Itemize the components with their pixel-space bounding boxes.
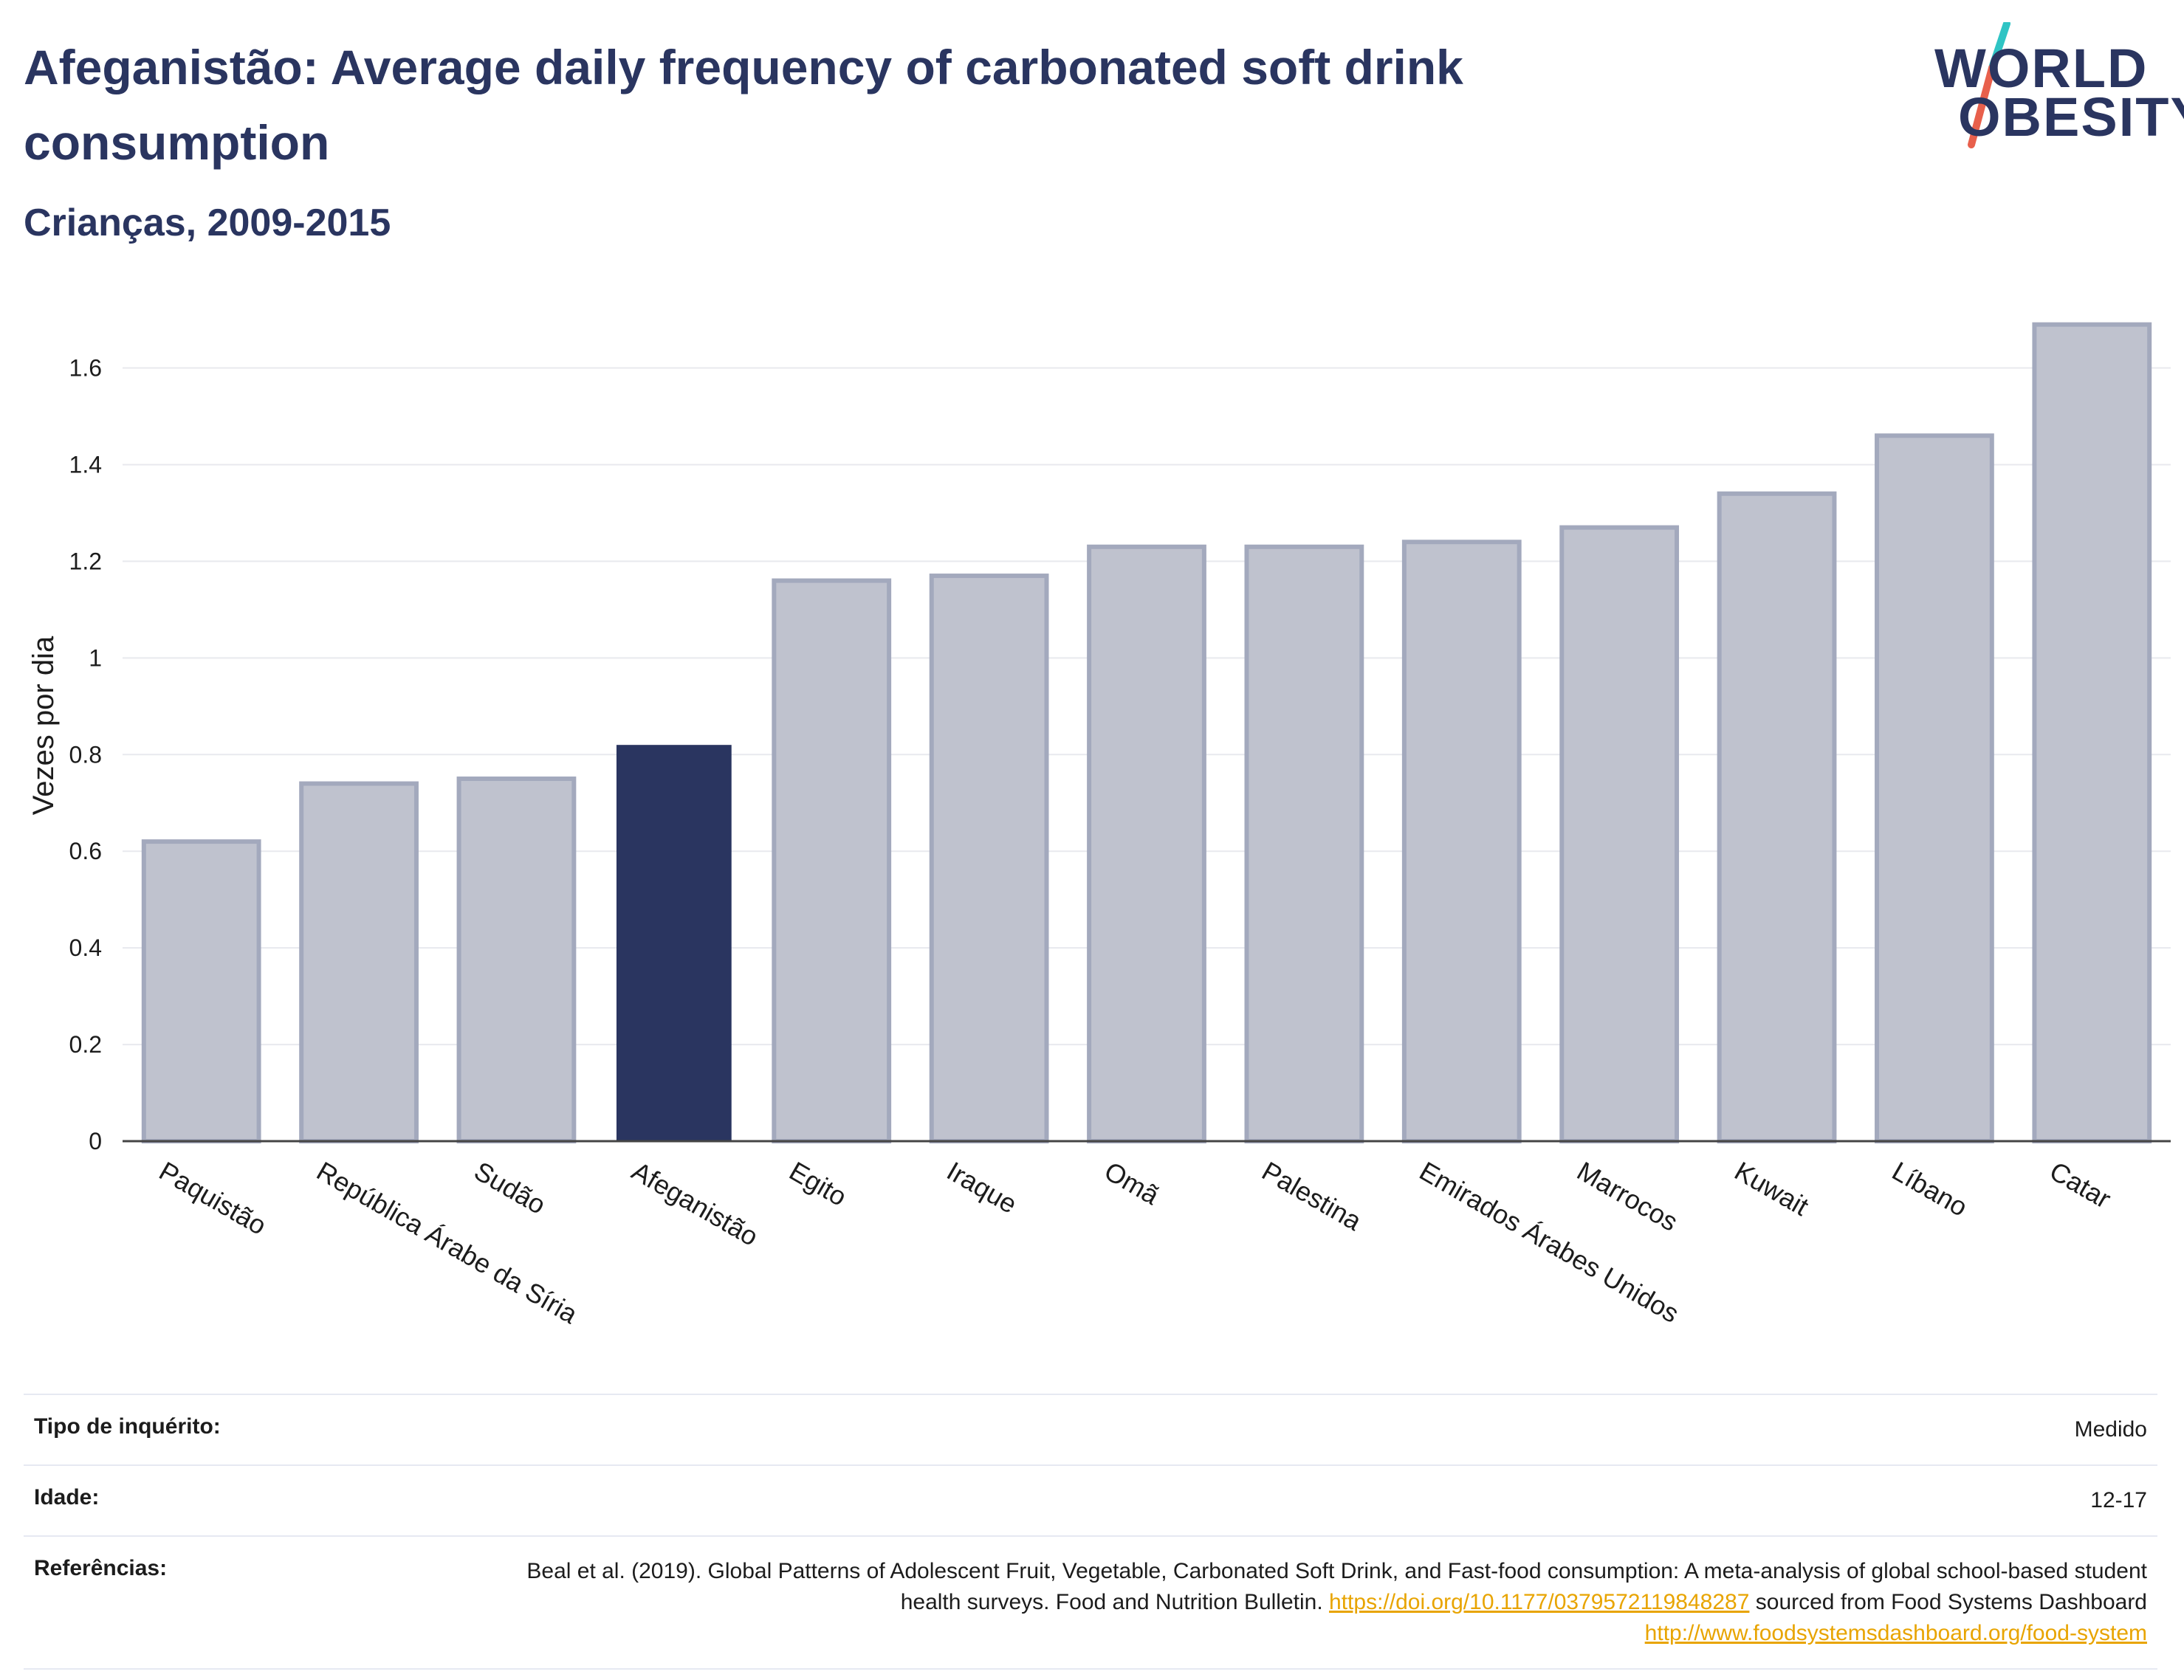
doi-link[interactable]: https://doi.org/10.1177/0379572119848287 [1329, 1590, 1750, 1614]
x-tick-label: Egito [784, 1155, 852, 1212]
references-label: Referências: [34, 1556, 168, 1580]
bar-2 [456, 777, 577, 1144]
chart-subtitle: Crianças, 2009-2015 [24, 202, 391, 244]
logo-text-obesity: OBESITY [1958, 86, 2184, 148]
bar-8 [1401, 540, 1522, 1143]
info-row-references: Referências: Beal et al. (2019). Global … [24, 1535, 2157, 1670]
logo-text-world: WORLD [1934, 38, 2149, 99]
y-tick-label: 1.6 [69, 355, 102, 382]
bar-11 [1875, 433, 1994, 1144]
y-tick-label: 0.6 [69, 838, 102, 864]
reference-text: Beal et al. (2019). Global Patterns of A… [526, 1559, 2147, 1614]
y-tick-label: 0.2 [69, 1031, 102, 1058]
x-tick-label: Afeganistão [627, 1155, 763, 1252]
info-row-age: Idade: 12-17 [24, 1464, 2157, 1535]
chart-title: Afeganistão: Average daily frequency of … [24, 40, 1463, 170]
bar-12 [2032, 322, 2152, 1144]
x-tick-label: Omã [1099, 1155, 1165, 1211]
bar-5 [929, 574, 1049, 1143]
bar-1 [299, 781, 419, 1144]
bar-7 [1244, 544, 1364, 1144]
bar-4 [772, 578, 892, 1143]
x-tick-label: República Árabe da Síria [312, 1155, 583, 1329]
world-obesity-logo: WORLD OBESITY [1920, 22, 2184, 155]
y-axis-label: Vezes por dia [27, 636, 60, 815]
x-tick-label: Iraque [942, 1155, 1023, 1219]
reference-source-text: sourced from Food Systems Dashboard [1755, 1590, 2147, 1614]
survey-type-label: Tipo de inquérito: [34, 1414, 221, 1439]
info-row-survey-type: Tipo de inquérito: Medido [24, 1394, 2157, 1464]
x-tick-label: Marrocos [1572, 1155, 1683, 1237]
bar-chart: 0 0.2 0.4 0.6 0.8 1 1.2 1.4 1.6 Vezes por dia Paqu… [27, 322, 2171, 1330]
survey-type-value: Medido [2074, 1417, 2147, 1442]
x-tick-label: Palestina [1257, 1155, 1367, 1236]
x-tick-label: Kuwait [1730, 1155, 1814, 1222]
y-tick-label: 1.4 [69, 451, 102, 478]
x-tick-label: Sudão [469, 1155, 551, 1220]
age-value: 12-17 [2090, 1488, 2147, 1512]
y-tick-label: 1.2 [69, 548, 102, 574]
bar-0 [141, 839, 261, 1143]
references-value: Beal et al. (2019). Global Patterns of A… [523, 1556, 2147, 1649]
y-tick-label: 1 [89, 644, 102, 671]
x-tick-label: Catar [2044, 1155, 2116, 1214]
logo-slash-icon [1968, 22, 2010, 148]
age-label: Idade: [34, 1485, 100, 1509]
bar-10 [1717, 491, 1837, 1143]
info-table: Tipo de inquérito: Medido Idade: 12-17 R… [24, 1394, 2157, 1670]
y-tick-label: 0 [89, 1128, 102, 1154]
bar-6 [1087, 544, 1206, 1144]
x-tick-label: Líbano [1887, 1155, 1973, 1222]
bar-3 [616, 745, 732, 1141]
y-tick-label: 0.4 [69, 934, 102, 961]
food-systems-link[interactable]: http://www.foodsystemsdashboard.org/food… [1644, 1621, 2147, 1645]
x-tick-label: Paquistão [154, 1155, 272, 1241]
bar-9 [1559, 525, 1680, 1143]
x-tick-label: Emirados Árabes Unidos [1415, 1155, 1684, 1329]
y-tick-label: 0.8 [69, 741, 102, 768]
